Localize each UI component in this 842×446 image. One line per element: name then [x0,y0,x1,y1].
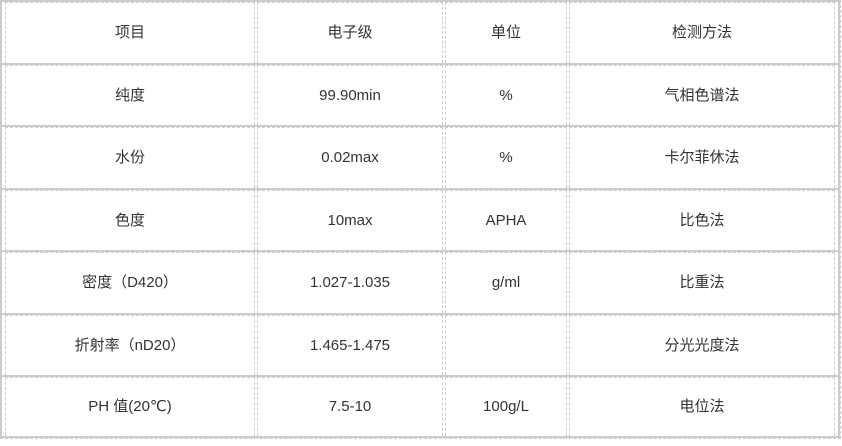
table-row-color: 色度 10max APHA 比色法 [2,187,838,250]
cell-method: 电位法 [569,377,835,436]
cell-unit: g/ml [445,252,567,313]
cell-item: 纯度 [5,64,255,125]
table-header-row: 项目 电子级 单位 检测方法 [2,0,838,63]
header-cell-item: 项目 [5,2,255,63]
cell-method: 分光光度法 [569,314,835,375]
cell-value: 99.90min [257,64,443,125]
cell-unit: APHA [445,189,567,250]
table-row-refractive-index: 折射率（nD20） 1.465-1.475 分光光度法 [2,312,838,375]
cell-method: 卡尔菲休法 [569,127,835,188]
cell-method: 比重法 [569,252,835,313]
table-row-density: 密度（D420） 1.027-1.035 g/ml 比重法 [2,250,838,313]
header-cell-grade: 电子级 [257,2,443,63]
header-cell-method: 检测方法 [569,2,835,63]
cell-item: 色度 [5,189,255,250]
cell-unit: % [445,127,567,188]
table-row-moisture: 水份 0.02max % 卡尔菲休法 [2,125,838,188]
cell-item: 水份 [5,127,255,188]
cell-item: 密度（D420） [5,252,255,313]
header-cell-unit: 单位 [445,2,567,63]
cell-value: 7.5-10 [257,377,443,436]
cell-value: 10max [257,189,443,250]
cell-item: PH 值(20℃) [5,377,255,436]
cell-method: 气相色谱法 [569,64,835,125]
cell-method: 比色法 [569,189,835,250]
cell-unit: % [445,64,567,125]
spec-table-inner: 项目 电子级 单位 检测方法 纯度 99.90min % 气相色谱法 水份 0.… [0,0,840,438]
cell-item: 折射率（nD20） [5,314,255,375]
cell-value: 1.465-1.475 [257,314,443,375]
table-row-ph: PH 值(20℃) 7.5-10 100g/L 电位法 [2,375,838,438]
cell-value: 1.027-1.035 [257,252,443,313]
cell-value: 0.02max [257,127,443,188]
table-row-purity: 纯度 99.90min % 气相色谱法 [2,62,838,125]
cell-unit: 100g/L [445,377,567,436]
cell-unit [445,314,567,375]
